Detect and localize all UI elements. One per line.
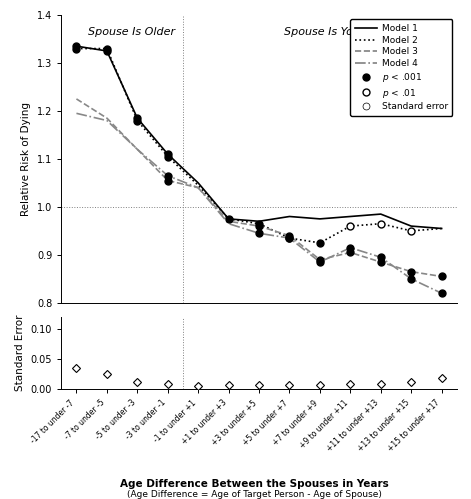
Text: Spouse Is Older: Spouse Is Older [88,27,175,37]
Legend: Model 1, Model 2, Model 3, Model 4, $p$ < .001, $p$ < .01, Standard error: Model 1, Model 2, Model 3, Model 4, $p$ … [350,19,452,116]
Text: Age Difference Between the Spouses in Years: Age Difference Between the Spouses in Ye… [120,479,389,489]
Y-axis label: Standard Error: Standard Error [15,315,25,392]
Text: Spouse Is Younger: Spouse Is Younger [284,27,386,37]
Y-axis label: Relative Risk of Dying: Relative Risk of Dying [21,102,31,216]
Text: (Age Difference = Age of Target Person - Age of Spouse): (Age Difference = Age of Target Person -… [127,490,382,499]
